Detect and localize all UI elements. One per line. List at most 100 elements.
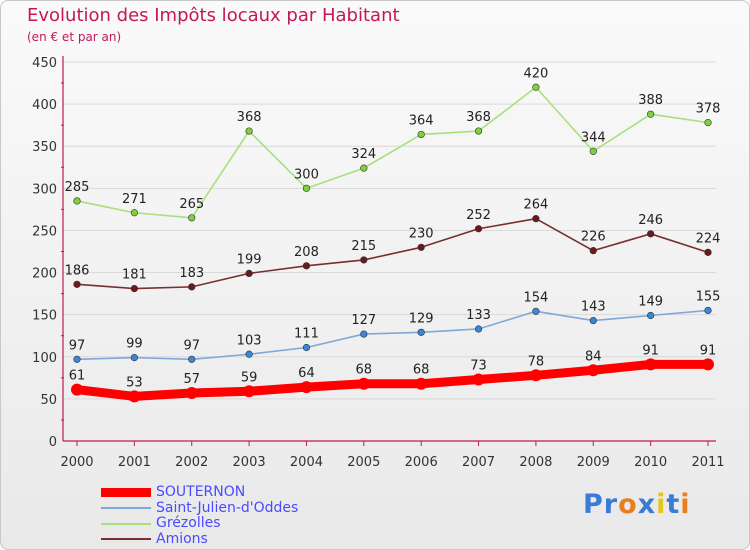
data-point [245, 269, 253, 277]
logo-letter: o [618, 489, 638, 520]
data-point [704, 306, 712, 315]
data-point [357, 377, 370, 390]
y-tick-label: 50 [40, 393, 57, 408]
y-tick-label: 0 [49, 435, 57, 450]
series-2: 285 271 265 368 300 324 364 368 420 344 388 378 [65, 66, 721, 222]
x-tick-label: 2003 [233, 455, 266, 470]
data-label: 149 [638, 295, 663, 310]
data-label: 181 [122, 268, 147, 283]
data-label: 99 [126, 337, 143, 352]
data-point [302, 343, 311, 352]
data-point [704, 248, 712, 256]
data-label: 215 [351, 239, 376, 254]
data-label: 97 [183, 338, 200, 353]
data-point [302, 184, 311, 192]
data-point [474, 127, 483, 135]
y-tick-label: 100 [32, 351, 57, 366]
data-point [130, 354, 138, 362]
legend-swatch [101, 538, 151, 541]
y-tick-label: 400 [32, 98, 57, 113]
legend-item: SOUTERNON [101, 485, 298, 501]
data-label: 271 [122, 192, 147, 207]
x-tick-label: 2001 [118, 455, 151, 470]
data-point [130, 209, 138, 217]
logo-letter: i [680, 489, 691, 520]
proxiti-logo: Proxiti [583, 489, 691, 520]
logo-letter: r [603, 489, 619, 520]
legend-label: SOUTERNON [156, 484, 246, 501]
data-point [188, 214, 196, 222]
data-point [647, 311, 655, 320]
data-point [589, 147, 597, 155]
grid-lines: 0 50 100 150 200 250 300 350 400 450 [32, 56, 716, 450]
data-point [243, 385, 256, 398]
data-label: 103 [237, 333, 262, 348]
y-tick-label: 350 [32, 140, 57, 155]
data-point [589, 316, 597, 325]
data-label: 324 [351, 147, 376, 162]
legend-label: Amions [156, 530, 208, 547]
logo-letter: x [637, 489, 657, 520]
data-label: 64 [298, 366, 315, 381]
x-tick-label: 2007 [462, 455, 495, 470]
data-point [702, 358, 714, 371]
data-point [360, 256, 368, 264]
data-point [71, 383, 83, 396]
data-label: 388 [638, 93, 663, 108]
data-point [415, 377, 428, 390]
data-label: 378 [696, 102, 721, 117]
legend-item: Saint-Julien-d'Oddes [101, 499, 299, 517]
data-point [245, 127, 253, 135]
x-tick-label: 2009 [577, 455, 610, 470]
data-point [188, 283, 196, 291]
data-point [300, 381, 313, 394]
data-label: 73 [470, 359, 487, 374]
data-label: 183 [179, 266, 204, 281]
legend-item: Grézolles [101, 516, 298, 532]
data-label: 252 [466, 208, 491, 223]
data-label: 68 [413, 363, 430, 378]
data-point [245, 350, 253, 358]
data-point [73, 355, 81, 363]
y-tick-label: 250 [32, 224, 57, 239]
data-label: 364 [409, 113, 434, 128]
data-label: 224 [696, 231, 721, 246]
data-label: 265 [179, 197, 204, 212]
data-point [644, 358, 657, 371]
data-label: 246 [638, 213, 663, 228]
logo-letter: P [583, 489, 604, 520]
legend-swatch [101, 488, 151, 498]
data-label: 368 [466, 110, 491, 125]
data-label: 57 [183, 372, 200, 387]
data-label: 226 [581, 230, 606, 245]
legend-label: Grézolles [156, 515, 221, 532]
data-point [128, 390, 141, 403]
data-point [185, 386, 198, 399]
x-tick-label: 2005 [347, 455, 380, 470]
y-tick-label: 300 [32, 182, 57, 197]
data-point [472, 373, 485, 386]
legend-swatch [101, 507, 151, 510]
data-point [302, 262, 311, 270]
x-tick-label: 2011 [691, 455, 724, 470]
data-point [474, 225, 483, 233]
chart-title: Evolution des Impôts locaux par Habitant [27, 5, 400, 26]
y-tick-label: 200 [32, 267, 57, 282]
data-label: 91 [642, 343, 659, 358]
data-point [417, 243, 425, 251]
data-label: 208 [294, 245, 319, 260]
data-point [360, 330, 368, 338]
data-point [73, 197, 81, 205]
legend-label: Saint-Julien-d'Oddes [156, 499, 299, 516]
data-label: 230 [409, 226, 434, 241]
chart-legend: SOUTERNON Saint-Julien-d'Oddes Grézolles Am… [101, 485, 298, 547]
data-point [532, 83, 540, 91]
data-label: 53 [126, 375, 143, 390]
x-tick-label: 2002 [175, 455, 208, 470]
data-label: 186 [65, 263, 90, 278]
data-label: 59 [241, 370, 258, 385]
data-point [647, 110, 655, 118]
x-tick-label: 2000 [60, 455, 93, 470]
